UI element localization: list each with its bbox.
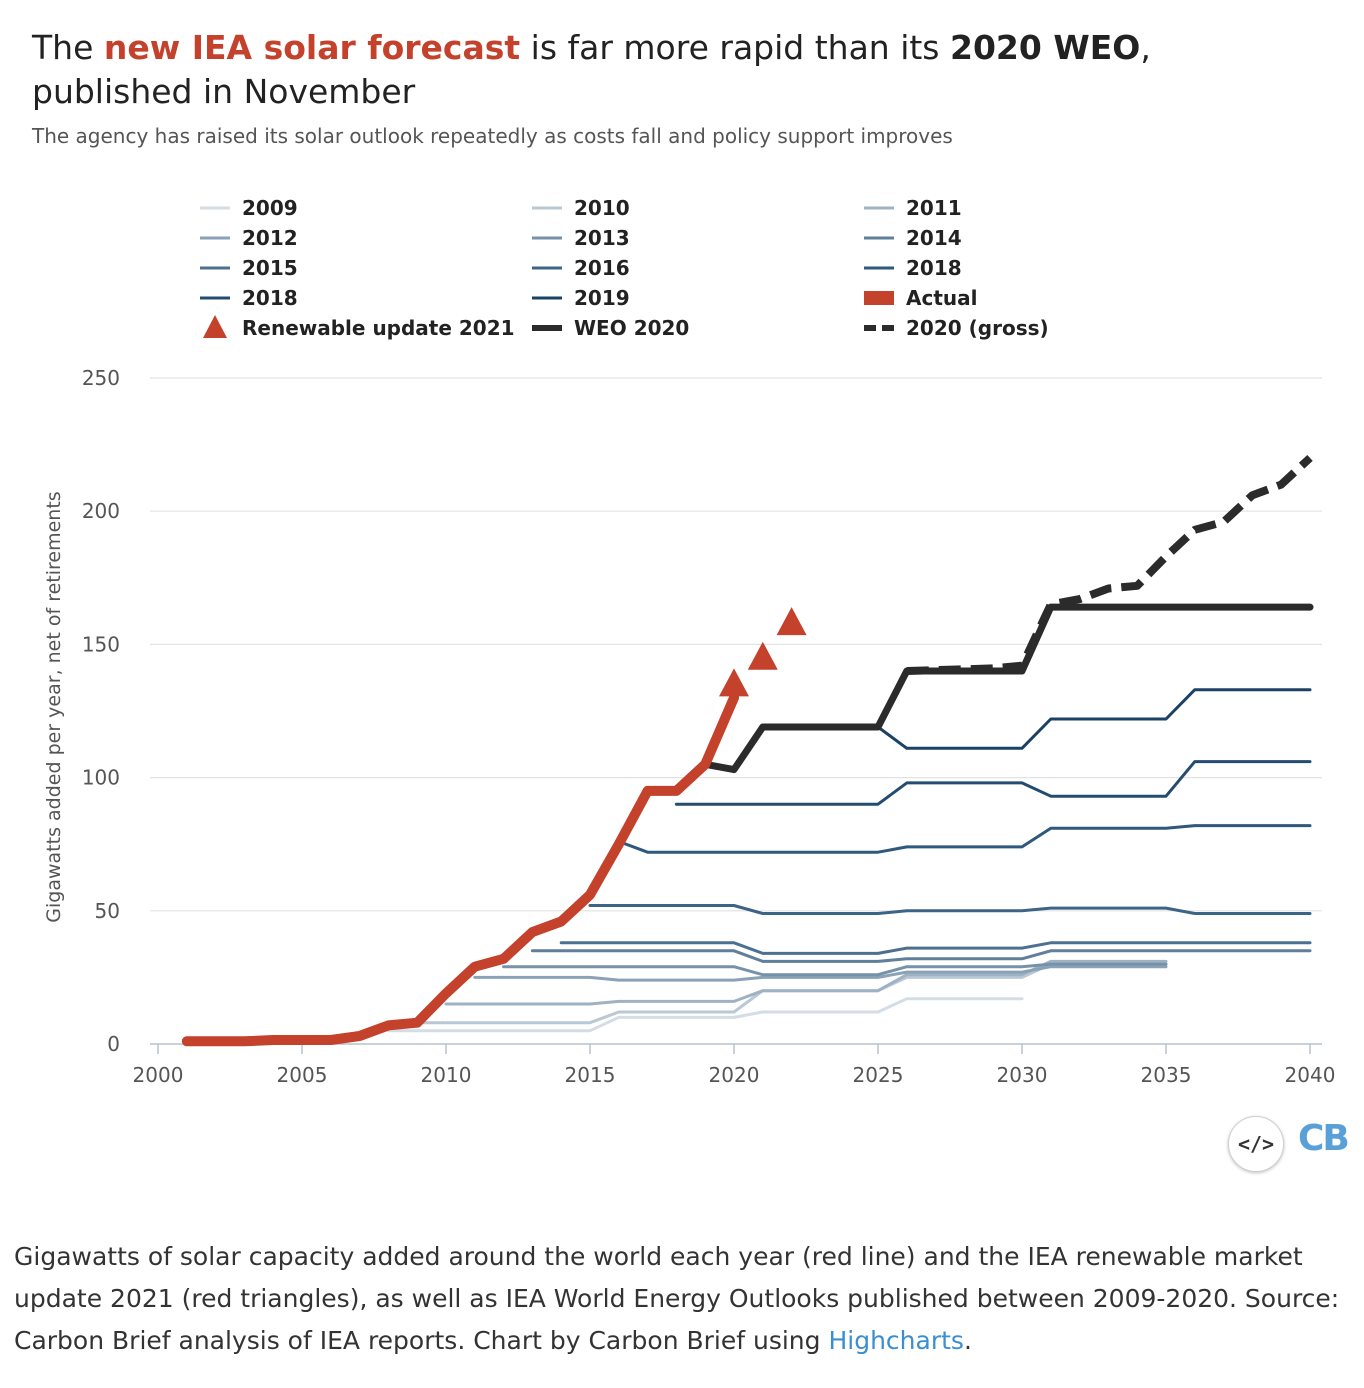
title-highlight-red: new IEA solar forecast [103, 28, 521, 67]
chart-markers [719, 607, 807, 697]
x-tick-label: 2040 [1285, 1063, 1336, 1087]
legend-item-14[interactable]: 2020 (gross) [864, 316, 1049, 340]
series-line-2018-9 [674, 760, 1312, 806]
x-tick-label: 2015 [565, 1063, 616, 1087]
y-tick-label: 50 [95, 899, 120, 923]
legend-item-8[interactable]: 2018 [864, 256, 962, 280]
legend-item-4[interactable]: 2013 [532, 226, 630, 250]
series-line-2015-6 [559, 941, 1312, 955]
y-tick-label: 0 [107, 1032, 120, 1056]
legend-item-10[interactable]: 2019 [532, 286, 630, 310]
renewable-update-marker-2021 [747, 641, 778, 670]
legend-label: 2009 [242, 196, 298, 220]
series-line-2020-gross--11 [906, 454, 1313, 675]
legend-label: WEO 2020 [574, 316, 689, 340]
legend-label: 2016 [574, 256, 630, 280]
caption-text: Gigawatts of solar capacity added around… [14, 1242, 1340, 1355]
title-text-3: , published in November [32, 28, 1151, 111]
series-line-2018-8 [617, 824, 1312, 854]
legend-item-13[interactable]: WEO 2020 [532, 316, 689, 340]
chart-series [181, 454, 1314, 1047]
embed-code-icon[interactable]: </> [1228, 1116, 1284, 1172]
legend-label: 2011 [906, 196, 962, 220]
legend-item-6[interactable]: 2015 [200, 256, 298, 280]
legend-label: 2018 [906, 256, 962, 280]
legend-item-2[interactable]: 2011 [864, 196, 962, 220]
y-tick-label: 200 [82, 499, 120, 523]
legend-label: 2018 [242, 286, 298, 310]
legend-swatch [203, 315, 227, 338]
legend-item-11[interactable]: Actual [864, 286, 977, 310]
x-axis: 2000 2005 2010 2015 2020 2025 2030 2035 2040 [133, 1043, 1336, 1087]
legend-label: 2015 [242, 256, 298, 280]
y-axis: 0 50 100 150 200 250 Gigawatts added per year,… [43, 366, 120, 1056]
chart-subtitle: The agency has raised its solar outlook … [32, 124, 953, 148]
solar-forecast-chart: 2009 2010 2011 2012 2013 2014 2015 2016 2018 2018… [43, 196, 1336, 1087]
legend-item-3[interactable]: 2012 [200, 226, 298, 250]
x-tick-label: 2025 [853, 1063, 904, 1087]
series-line-2012-3 [473, 965, 1168, 982]
x-tick-label: 2035 [1141, 1063, 1192, 1087]
x-tick-label: 2005 [277, 1063, 328, 1087]
legend-item-0[interactable]: 2009 [200, 196, 298, 220]
x-tick-label: 2000 [133, 1063, 184, 1087]
chart-title: The new IEA solar forecast is far more r… [32, 26, 1232, 114]
legend-item-9[interactable]: 2018 [200, 286, 298, 310]
x-tick-label: 2030 [997, 1063, 1048, 1087]
legend-item-7[interactable]: 2016 [532, 256, 630, 280]
carbon-brief-logo: CB [1298, 1118, 1350, 1159]
chart-legend: 2009 2010 2011 2012 2013 2014 2015 2016 2018 2018… [200, 196, 1049, 340]
series-line-2014-5 [530, 949, 1312, 963]
legend-item-1[interactable]: 2010 [532, 196, 630, 220]
chart-grid [150, 377, 1322, 912]
series-line-actual-13 [181, 692, 739, 1047]
title-text-2: is far more rapid than its [520, 28, 950, 67]
renewable-update-marker-2022 [776, 607, 807, 636]
renewable-update-marker-2020 [719, 668, 749, 697]
legend-label: Actual [906, 286, 977, 310]
caption-end: . [963, 1326, 972, 1355]
legend-label: 2014 [906, 226, 962, 250]
y-axis-title: Gigawatts added per year, net of retirem… [43, 491, 65, 922]
y-tick-label: 250 [82, 366, 120, 390]
series-line-2009-0 [386, 997, 1024, 1033]
series-line-2016-7 [588, 904, 1312, 915]
legend-label: 2019 [574, 286, 630, 310]
series-line-2019-10 [876, 688, 1312, 750]
title-text-1: The [32, 28, 104, 67]
y-tick-label: 150 [82, 632, 120, 656]
series-line-2013-4 [502, 962, 1168, 977]
series-line-weo-2020-12 [701, 603, 1314, 774]
x-tick-label: 2020 [709, 1063, 760, 1087]
legend-item-5[interactable]: 2014 [864, 226, 962, 250]
legend-label: 2010 [574, 196, 630, 220]
highcharts-link[interactable]: Highcharts [828, 1326, 964, 1355]
y-tick-label: 100 [82, 766, 120, 790]
series-line-2010-1 [415, 962, 1168, 1025]
legend-label: 2013 [574, 226, 630, 250]
legend-label: 2020 (gross) [906, 316, 1049, 340]
legend-item-12[interactable]: Renewable update 2021 [203, 315, 515, 340]
legend-label: Renewable update 2021 [242, 316, 515, 340]
legend-swatch [864, 291, 894, 305]
embed-code-glyph: </> [1237, 1132, 1275, 1156]
legend-label: 2012 [242, 226, 298, 250]
title-highlight-bold: 2020 WEO [950, 28, 1141, 67]
chart-caption: Gigawatts of solar capacity added around… [14, 1236, 1344, 1362]
x-tick-label: 2010 [421, 1063, 472, 1087]
